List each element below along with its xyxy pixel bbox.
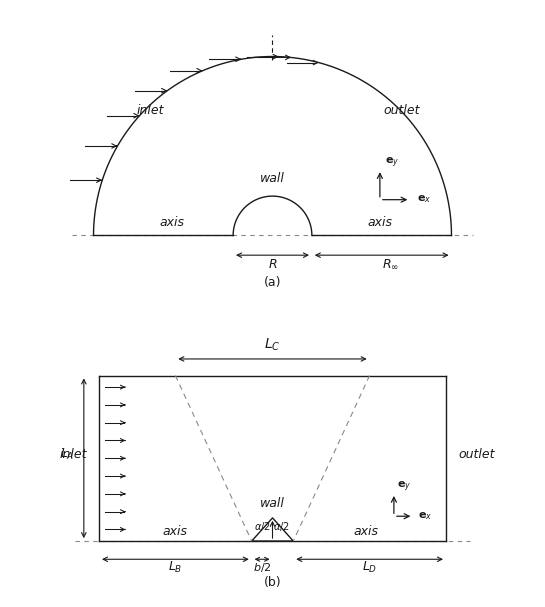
Text: $\mathbf{e}_y$: $\mathbf{e}_y$: [385, 155, 399, 170]
Text: $\mathbf{e}_x$: $\mathbf{e}_x$: [418, 510, 433, 521]
Text: $b/2$: $b/2$: [253, 561, 271, 574]
Text: $\alpha/2$: $\alpha/2$: [255, 520, 271, 534]
Text: inlet: inlet: [59, 449, 87, 461]
Text: axis: axis: [163, 525, 188, 538]
Text: (b): (b): [264, 576, 281, 589]
Text: outlet: outlet: [458, 449, 495, 461]
Text: wall: wall: [260, 172, 285, 185]
Text: $\mathbf{e}_y$: $\mathbf{e}_y$: [397, 480, 411, 494]
Text: $L_C$: $L_C$: [264, 337, 281, 353]
Text: $\mathbf{e}_x$: $\mathbf{e}_x$: [417, 194, 432, 205]
Text: $R$: $R$: [268, 258, 277, 271]
Text: outlet: outlet: [383, 104, 420, 117]
Text: $L_B$: $L_B$: [168, 560, 183, 575]
Text: axis: axis: [367, 215, 392, 229]
Text: $L_A$: $L_A$: [60, 447, 75, 463]
Text: $R_\infty$: $R_\infty$: [382, 258, 399, 271]
Text: wall: wall: [260, 497, 285, 510]
Text: inlet: inlet: [137, 104, 165, 117]
Text: $L_D$: $L_D$: [362, 560, 377, 575]
Text: (a): (a): [264, 276, 281, 288]
Text: $\alpha/2$: $\alpha/2$: [273, 520, 290, 534]
Text: axis: axis: [354, 525, 379, 538]
Text: axis: axis: [160, 215, 185, 229]
